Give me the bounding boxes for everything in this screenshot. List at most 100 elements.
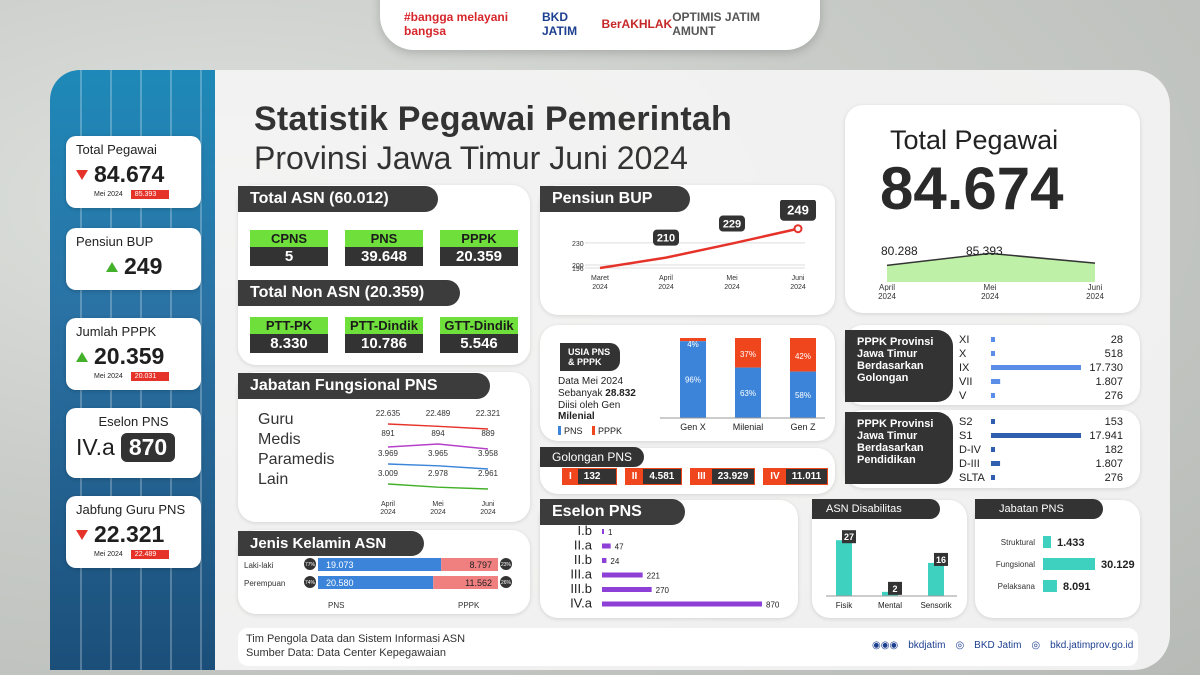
series-line [387, 423, 489, 430]
pppk-bar [991, 447, 995, 452]
total-area [887, 253, 1095, 282]
x-tick-label: 2024 [790, 284, 806, 291]
series-line [387, 443, 489, 450]
berakhlak-logo: BerAKHLAK [601, 17, 673, 31]
category-label: I.b [578, 523, 592, 538]
golongan-tag: IV 11.011 [763, 468, 829, 485]
pppk-pendidikan-title: PPPK Provinsi Jawa Timur Berdasarkan Pen… [845, 412, 953, 484]
value-label: 1.807 [1095, 458, 1123, 470]
golongan-label: III [691, 469, 712, 484]
optimis-logo: OPTIMIS JATIM AMUNT [672, 10, 760, 38]
sidebar-pppk-prev-value: 20.031 [130, 372, 169, 381]
value-label: 153 [1105, 416, 1123, 428]
pppk-bar [991, 393, 995, 398]
nonasn-tag-gttdindik: GTT-Dindik 5.546 [440, 317, 518, 353]
social-handle[interactable]: bkdjatim [908, 640, 946, 651]
bkd-logo: BKD JATIM [542, 10, 578, 38]
kelamin-chart: Laki-laki 19.073 8.797 77% 23% Perempuan 20.58… [244, 558, 512, 610]
pct-bubble [500, 558, 512, 570]
sidebar-pppk-label: Jumlah PPPK [76, 324, 157, 339]
y-tick-label: 230 [572, 241, 584, 248]
series-label: Lain [258, 471, 288, 488]
jabatan-bar [1043, 580, 1057, 592]
x-tick-label: 2024 [1086, 292, 1104, 301]
pppk-bar [991, 379, 1001, 384]
value-label: 8.091 [1063, 581, 1091, 593]
value-label: 17.730 [1089, 362, 1123, 374]
disab-bar [928, 562, 944, 596]
value-label: 20.580 [326, 578, 354, 588]
bangga-logo: #bangga melayani bangsa [404, 10, 509, 38]
social-icons: ◉◉◉ [872, 640, 899, 651]
sidebar-total-card: Total Pegawai 84.674 Mei 2024 85.393 [66, 136, 201, 208]
nonasn-tag-label: GTT-Dindik [440, 317, 518, 334]
value-label: 3.009 [378, 469, 399, 478]
eselon-bar [602, 543, 611, 549]
eselon-bar [602, 587, 652, 592]
category-label: VII [959, 376, 972, 388]
eselon-bar [602, 601, 762, 607]
value-label: 2.978 [428, 469, 449, 478]
value-label: 30.129 [1101, 559, 1135, 571]
category-label: Pelaksana [998, 582, 1036, 591]
eselon-chart: I.b 1 II.a 47 II.b 24 III.a 221 III.b 270 IV.a 870 [570, 523, 780, 611]
x-tick-label: 2024 [658, 284, 674, 291]
x-tick-label: 2024 [878, 292, 896, 301]
value-label: 58% [795, 391, 811, 400]
total-line [886, 252, 1096, 267]
category-label: IX [959, 362, 970, 374]
legend-label: PNS [564, 426, 583, 436]
x-tick-label: Gen X [680, 422, 706, 432]
total-pegawai-card [845, 105, 1140, 313]
value-label: 96% [685, 376, 701, 385]
disab-bar [836, 540, 852, 596]
golongan-tag: III 23.929 [690, 468, 756, 485]
sidebar-pppk-prev-label: Mei 2024 [94, 373, 123, 380]
pppk-bar [790, 338, 816, 372]
x-tick-label: Juni [1088, 283, 1103, 292]
total-pegawai-title: Total Pegawai [890, 125, 1059, 155]
usia-note1: Data Mei 2024 [558, 376, 624, 387]
category-label: Fungsional [996, 560, 1035, 569]
value-label: 37% [740, 350, 756, 359]
value-label: 11.562 [465, 578, 492, 588]
value-label: 22.489 [426, 409, 451, 418]
pensiun-line [599, 227, 799, 270]
usia-chart: 4% 96% Gen X 37% 63% Milenial 42% 58% Gen Z PNS PP… [558, 338, 825, 436]
sidebar-guru-label: Jabfung Guru PNS [76, 502, 186, 517]
social-name[interactable]: BKD Jatim [974, 640, 1022, 651]
value-label: 17.941 [1089, 430, 1123, 442]
golongan-value: 132 [577, 469, 616, 484]
value-label: 47 [615, 543, 624, 552]
x-tick-label: Mei [432, 501, 444, 508]
category-label: III.a [570, 567, 592, 582]
value-badge [653, 229, 679, 246]
website-link[interactable]: bkd.jatimprov.go.id [1050, 640, 1134, 651]
value-label: 28 [1111, 334, 1123, 346]
pns-bar [790, 371, 816, 418]
category-label: Struktural [1001, 538, 1035, 547]
up-arrow-icon [106, 261, 118, 272]
pct-bubble [304, 576, 316, 588]
pct-bubble [500, 576, 512, 588]
nonasn-tag-label: PTT-PK [250, 317, 328, 334]
legend-label: PPPK [598, 426, 622, 436]
nonasn-tag-value: 10.786 [345, 334, 423, 353]
x-tick-label: 2024 [592, 284, 608, 291]
x-tick-label: 2024 [430, 509, 446, 516]
x-tick-label: Mental [878, 601, 902, 610]
category-label: Laki-laki [244, 561, 274, 570]
category-label: XI [959, 334, 969, 346]
jabfung-title: Jabatan Fungsional PNS [238, 373, 490, 399]
jabatan-title: Jabatan PNS [975, 499, 1103, 519]
value-label: 22.635 [376, 409, 401, 418]
pns-bar [680, 341, 706, 418]
pppk-bar [735, 338, 761, 368]
golongan-row: I 132 II 4.581 III 23.929 IV 11.011 [562, 468, 829, 485]
eselon-title: Eselon PNS [540, 499, 685, 525]
nonasn-title: Total Non ASN (20.359) [238, 280, 460, 306]
category-label: V [959, 390, 967, 402]
y-tick-label: 200 [572, 263, 584, 270]
value-badge [888, 581, 902, 595]
